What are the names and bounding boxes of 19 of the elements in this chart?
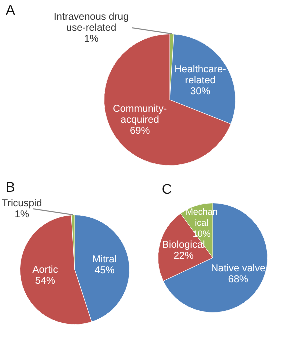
chart-title: C <box>162 181 172 197</box>
data-label: 1% <box>84 34 99 46</box>
slice-label: Biological <box>162 240 206 251</box>
data-label: 22% <box>174 250 194 262</box>
slice-label: Native valve <box>211 263 266 274</box>
slice-label: Community-acquired <box>113 104 168 126</box>
slice-label: Healthcare-related <box>174 64 226 86</box>
data-label: 45% <box>94 266 115 277</box>
data-label: 54% <box>35 276 56 287</box>
slice-label: Intravenous drug use-related <box>54 12 130 34</box>
chart-title: B <box>6 179 16 195</box>
data-label: 1% <box>14 210 30 221</box>
slice-label: Aortic <box>32 264 58 276</box>
slice-label: Mitral <box>92 254 117 266</box>
chart-title: A <box>6 2 16 18</box>
data-label: 68% <box>228 274 249 286</box>
data-label: 69% <box>130 126 150 138</box>
data-label: 30% <box>190 86 211 98</box>
slice-label: Tricuspid <box>2 198 42 210</box>
